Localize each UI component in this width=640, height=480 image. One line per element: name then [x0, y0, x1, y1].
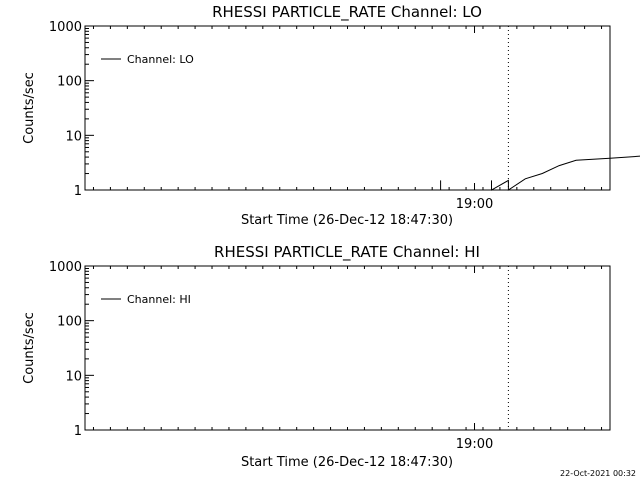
axes-frame-hi: [84, 265, 611, 431]
plot-area-hi: 110100100019:0019:1519:3019:4520:0020:15…: [49, 260, 611, 452]
chart-title-hi: RHESSI PARTICLE_RATE Channel: HI: [214, 243, 480, 262]
y-tick-label-hi: 100: [57, 315, 82, 330]
series-line-lo: [440, 155, 640, 191]
x-tick-label-hi: 19:00: [456, 437, 493, 452]
x-axis-label-hi: Start Time (26-Dec-12 18:47:30): [241, 455, 453, 470]
y-tick-label-lo: 100: [57, 75, 82, 90]
generation-timestamp: 22-Oct-2021 00:32: [560, 469, 636, 478]
x-tick-label-lo: 19:00: [456, 197, 493, 212]
chart-panel-hi: RHESSI PARTICLE_RATE Channel: HI 1 10 100 1…: [22, 243, 611, 470]
legend-label-hi: Channel: HI: [127, 293, 191, 306]
y-tick-label-lo: 1: [74, 184, 82, 199]
axes-frame-lo: [84, 25, 611, 191]
x-axis-label-lo: Start Time (26-Dec-12 18:47:30): [241, 213, 453, 228]
y-tick-label-lo: 1000: [49, 20, 82, 35]
y-tick-label-hi: 1: [74, 424, 82, 439]
y-tick-label-hi: 1000: [49, 260, 82, 275]
y-axis-label-lo: Counts/sec: [22, 72, 37, 144]
chart-title-lo: RHESSI PARTICLE_RATE Channel: LO: [212, 3, 482, 22]
y-axis-label-hi: Counts/sec: [22, 312, 37, 384]
y-tick-label-lo: 10: [65, 129, 82, 144]
y-tick-label-hi: 10: [65, 369, 82, 384]
plot-area-lo: 110100100019:0019:1519:3019:4520:0020:15…: [49, 20, 640, 212]
legend-label-lo: Channel: LO: [127, 53, 194, 66]
chart-panel-lo: RHESSI PARTICLE_RATE Channel: LO 1 10 100 1…: [22, 3, 640, 228]
